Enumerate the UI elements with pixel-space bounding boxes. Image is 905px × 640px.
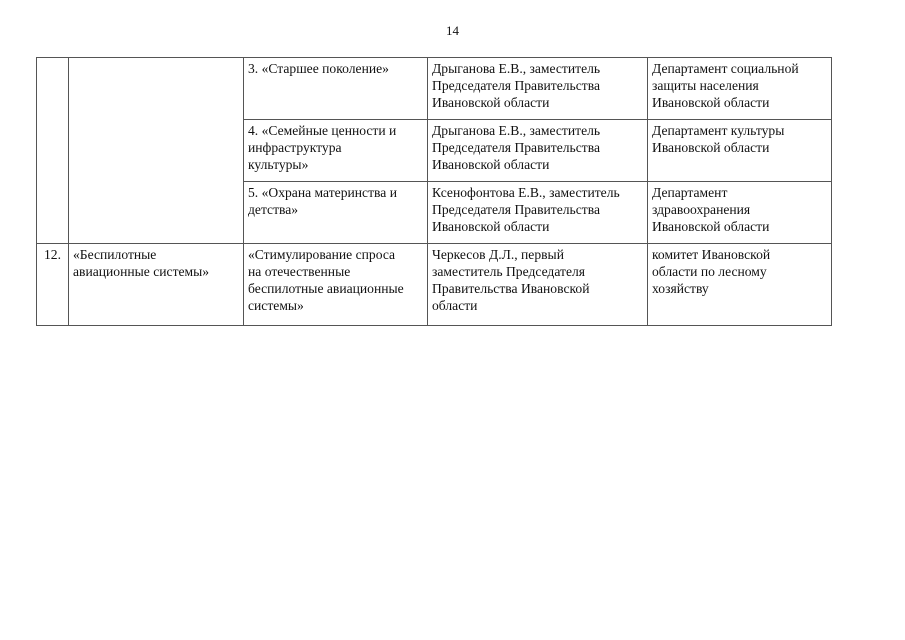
row-number-cell — [36, 57, 69, 244]
project-cell — [68, 57, 244, 244]
table-row: 5. «Охрана материнства и детства» Ксеноф… — [37, 181, 832, 244]
table-row: 3. «Старшее поколение» Дрыганова Е.В., з… — [36, 57, 832, 244]
responsible-cell: Департамент культуры Ивановской области — [647, 119, 832, 182]
curator-cell: Черкесов Д.Л., первый заместитель Предсе… — [427, 243, 648, 326]
table-row: 12. «Беспилотные авиационные системы» «С… — [36, 243, 832, 326]
curator-cell: Дрыганова Е.В., заместитель Председателя… — [427, 57, 648, 120]
curator-cell: Ксенофонтова Е.В., заместитель Председат… — [427, 181, 648, 244]
subproject-cell: 3. «Старшее поколение» — [243, 57, 428, 120]
subproject-cell: 5. «Охрана материнства и детства» — [243, 181, 428, 244]
curator-cell: Дрыганова Е.В., заместитель Председателя… — [427, 119, 648, 182]
responsible-cell: Департамент здравоохранения Ивановской о… — [647, 181, 832, 244]
subproject-cell: «Стимулирование спроса на отечественные … — [243, 243, 428, 326]
page-number: 14 — [446, 23, 459, 38]
responsible-cell: Департамент социальной защиты населения … — [647, 57, 832, 120]
responsible-cell: комитет Ивановской области по лесному хо… — [647, 243, 832, 326]
row-number-cell: 12. — [36, 243, 69, 326]
subproject-cell: 4. «Семейные ценности и инфраструктура к… — [243, 119, 428, 182]
projects-table: 3. «Старшее поколение» Дрыганова Е.В., з… — [36, 57, 832, 326]
project-cell: «Беспилотные авиационные системы» — [68, 243, 244, 326]
